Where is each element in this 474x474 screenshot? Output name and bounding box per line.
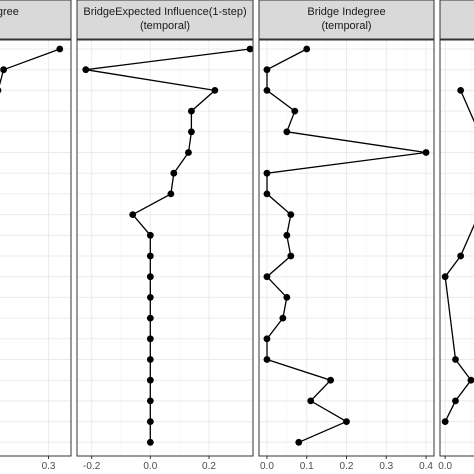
data-point	[303, 45, 311, 53]
x-tick-label: -0.2	[83, 461, 101, 472]
data-point	[263, 335, 271, 343]
data-point	[146, 418, 154, 425]
data-point	[188, 128, 195, 136]
data-point	[56, 45, 64, 53]
data-point	[263, 190, 271, 198]
data-point	[287, 211, 295, 219]
series-line	[85, 48, 251, 443]
data-point	[263, 169, 271, 177]
series-line	[444, 90, 474, 422]
data-point	[327, 376, 334, 384]
data-point	[467, 376, 474, 384]
facet-panel-1: Bridge Outdegree (temporal) 0.3	[0, 0, 72, 472]
data-point	[146, 314, 154, 322]
data-point	[291, 107, 299, 115]
facet-title-line-1: BridgeExpected Influence(1-step)	[83, 6, 246, 18]
x-tick-label: 0.0	[438, 461, 452, 472]
series-line	[266, 48, 427, 443]
data-point	[146, 335, 154, 343]
data-point	[170, 169, 178, 177]
data-point	[283, 128, 291, 136]
data-point	[295, 438, 303, 446]
facet-panel-2: BridgeExpected Influence(1-step) (tempora…	[76, 0, 254, 472]
data-point	[287, 252, 295, 260]
x-tick-label: 0.0	[260, 461, 274, 472]
data-point	[146, 438, 154, 446]
data-point	[452, 397, 459, 405]
facet-strip	[76, 0, 254, 40]
facet-title-line-2: (temporal)	[321, 20, 371, 32]
data-point	[263, 356, 271, 363]
x-tick-label: 0.1	[300, 461, 314, 472]
data-point	[343, 418, 350, 425]
data-point	[146, 273, 154, 281]
facet-panel-3: Bridge Indegree (temporal) 0.0 0.1 0.2 0.3 0.4	[258, 0, 435, 472]
data-point	[283, 231, 291, 239]
data-point	[457, 87, 465, 94]
panel-border	[439, 39, 474, 457]
plot-area	[0, 40, 71, 456]
plot-area	[77, 40, 253, 456]
data-point	[0, 66, 7, 74]
facet-panel-4: 0.00.1	[438, 0, 474, 472]
data-point	[146, 231, 154, 239]
series-line	[0, 48, 61, 86]
data-point	[441, 418, 449, 425]
data-point	[211, 87, 219, 94]
data-point	[0, 87, 2, 94]
x-tick-label: 0.3	[42, 461, 56, 472]
data-point	[457, 252, 465, 260]
data-point	[188, 107, 195, 115]
facet-strip	[0, 0, 72, 40]
data-point	[263, 273, 271, 281]
data-point	[146, 294, 154, 301]
data-point	[452, 356, 459, 363]
facet-title-line-1: Bridge Indegree	[307, 6, 385, 18]
data-point	[146, 397, 154, 405]
facet-title-line-1: Bridge Outdegree	[0, 6, 19, 18]
data-point	[263, 87, 271, 94]
facet-strip	[439, 0, 474, 40]
data-point	[167, 190, 175, 198]
x-tick-label: 0.2	[340, 461, 354, 472]
facet-title-line-2: (temporal)	[0, 20, 1, 32]
facet-title-line-2: (temporal)	[140, 20, 190, 32]
data-point	[82, 66, 90, 74]
data-point	[146, 252, 154, 260]
data-point	[283, 294, 291, 301]
data-point	[307, 397, 315, 405]
panel-border	[0, 39, 72, 457]
data-point	[146, 376, 154, 384]
data-point	[146, 356, 154, 363]
data-point	[246, 45, 254, 53]
x-tick-label: 0.3	[379, 461, 393, 472]
data-point	[441, 273, 449, 281]
data-point	[422, 149, 430, 156]
x-tick-label: 0.2	[202, 461, 216, 472]
data-point	[263, 66, 271, 74]
x-tick-label: 0.0	[143, 461, 157, 472]
data-point	[185, 149, 192, 156]
data-point	[279, 314, 287, 322]
x-tick-label: 0.4	[419, 461, 433, 472]
facet-strip	[258, 0, 435, 40]
panel-border	[76, 39, 254, 457]
data-point	[129, 211, 137, 219]
